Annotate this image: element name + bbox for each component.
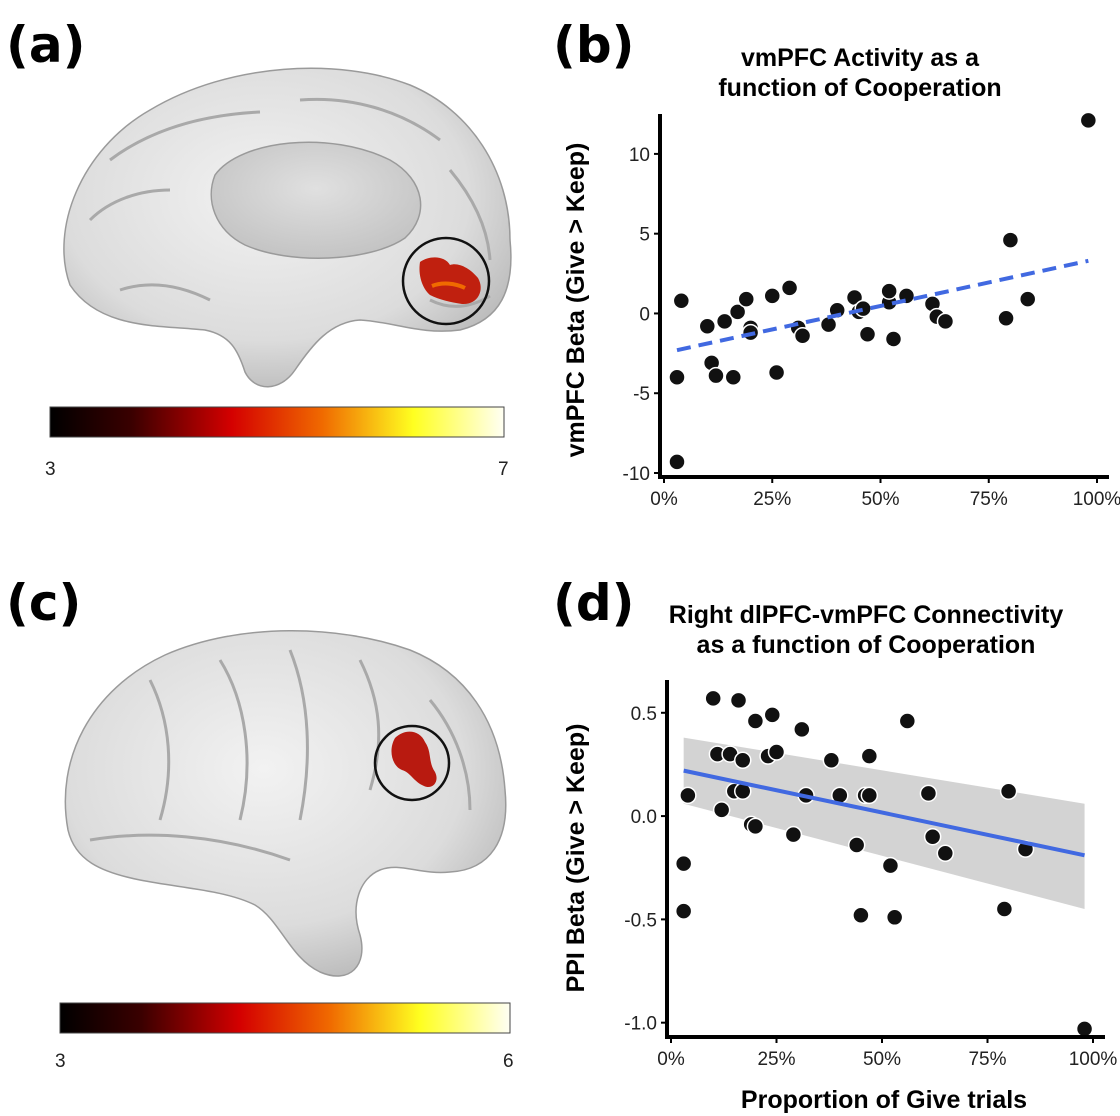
chart-d-xlabel: Proportion of Give trials: [741, 1086, 1027, 1114]
chart-b-point: [728, 303, 747, 321]
chart-b-y-tick-label: 0: [639, 304, 650, 325]
chart-d-point: [784, 825, 803, 844]
chart-d-point: [995, 900, 1014, 918]
chart-d-point: [793, 720, 811, 739]
chart-b-point: [668, 453, 686, 471]
colorbar-c-min: 3: [55, 1051, 66, 1072]
chart-d-trend-line: [683, 768, 1085, 858]
chart-b-x-tick-label: 0%: [650, 489, 678, 510]
chart-d-x-tick-label: 0%: [657, 1049, 685, 1070]
chart-b-point: [715, 312, 734, 331]
chart-d-point: [847, 836, 866, 854]
chart-d-point: [674, 854, 693, 873]
chart-d-confidence-band: [683, 737, 1085, 910]
chart-b-y-tick-label: 5: [639, 225, 650, 246]
chart-d-point: [860, 786, 879, 805]
chart-b-point: [763, 287, 781, 305]
chart-d: Right dlPFC-vmPFC Connectivity as a func…: [562, 601, 1117, 1114]
panel-label-d: (d): [553, 574, 635, 632]
chart-d-x-tick-label: 75%: [968, 1049, 1006, 1070]
chart-b-point: [997, 309, 1015, 327]
chart-b-point: [737, 290, 756, 308]
chart-b-trend-line: [676, 258, 1089, 353]
chart-b-point: [884, 330, 903, 348]
chart-d-point: [822, 751, 841, 770]
chart-b-point: [936, 312, 955, 331]
chart-b-point: [672, 291, 691, 310]
chart-b-point: [1079, 111, 1098, 130]
chart-b-point: [780, 279, 799, 297]
chart-d-plot-area: -1.0 -0.5 0.0 0.5 0% 25% 50% 75% 100%: [624, 680, 1117, 1070]
chart-d-point: [1075, 1020, 1094, 1038]
chart-d-point: [923, 827, 942, 846]
chart-d-title-line1: Right dlPFC-vmPFC Connectivity: [669, 601, 1064, 629]
chart-b-point: [793, 327, 812, 345]
chart-d-point: [852, 906, 870, 924]
chart-d-point: [704, 689, 722, 708]
chart-b-point: [668, 368, 686, 387]
chart-b-title-line1: vmPFC Activity as a: [741, 44, 980, 72]
medial-brain-image: [63, 67, 512, 388]
chart-b-y-tick-label: 10: [629, 145, 650, 166]
chart-d-point: [898, 712, 917, 730]
chart-b-point: [880, 282, 898, 300]
chart-d-y-tick-label: 0.0: [631, 807, 657, 828]
chart-d-y-tick-label: -1.0: [624, 1014, 657, 1035]
chart-d-point: [881, 856, 900, 875]
activation-cluster-lateral: [391, 731, 437, 788]
activation-cluster: [419, 257, 481, 305]
chart-b-point: [854, 299, 872, 318]
roi-circle: [401, 236, 491, 326]
chart-b-point: [724, 368, 743, 387]
chart-d-point: [885, 908, 904, 927]
colorbar-a: 3 7: [45, 406, 509, 480]
colorbar-c-max: 6: [503, 1051, 514, 1072]
chart-d-x-tick-label: 100%: [1069, 1049, 1118, 1070]
chart-d-y-tick-label: -0.5: [624, 910, 657, 931]
chart-b-point: [858, 325, 877, 343]
chart-d-x-tick-label: 50%: [863, 1049, 901, 1070]
colorbar-a-min: 3: [45, 459, 56, 480]
chart-d-title-line2: as a function of Cooperation: [697, 631, 1036, 659]
chart-b-x-tick-label: 100%: [1073, 489, 1120, 510]
chart-b-y-tick-label: -10: [623, 464, 650, 485]
chart-b-ylabel: vmPFC Beta (Give > Keep): [562, 143, 590, 458]
chart-d-point: [729, 691, 748, 710]
chart-d-point: [746, 817, 765, 836]
panel-label-b: (b): [553, 16, 635, 74]
chart-b-point: [707, 366, 725, 385]
chart-d-y-tick-label: 0.5: [631, 704, 657, 725]
chart-b-x-tick-label: 50%: [861, 489, 899, 510]
chart-b: vmPFC Activity as a function of Cooperat…: [562, 44, 1120, 510]
chart-d-point: [999, 782, 1018, 801]
chart-d-point: [767, 743, 786, 761]
chart-b-title-line2: function of Cooperation: [718, 74, 1001, 102]
chart-d-point: [712, 801, 731, 819]
chart-d-point: [763, 706, 782, 724]
chart-d-point: [919, 784, 938, 803]
chart-d-ylabel: PPI Beta (Give > Keep): [562, 724, 590, 993]
colorbar-c: 3 6: [55, 1002, 514, 1072]
chart-b-y-tick-label: -5: [633, 384, 650, 405]
chart-b-point: [1018, 290, 1037, 308]
chart-d-point: [860, 747, 879, 765]
colorbar-a-max: 7: [498, 459, 509, 480]
chart-d-point: [936, 844, 955, 863]
panel-label-c: (c): [6, 574, 81, 632]
chart-b-point: [767, 363, 786, 382]
roi-circle-lateral: [373, 724, 451, 802]
lateral-brain-image: [64, 630, 507, 977]
chart-d-point: [733, 751, 752, 770]
chart-b-x-tick-label: 25%: [753, 489, 791, 510]
chart-b-point: [1001, 231, 1020, 249]
chart-d-point: [746, 712, 765, 730]
chart-d-point: [679, 786, 697, 805]
panel-label-a: (a): [6, 16, 85, 74]
chart-b-point: [698, 317, 717, 335]
chart-d-point: [674, 902, 693, 920]
chart-d-x-tick-label: 25%: [757, 1049, 795, 1070]
chart-b-x-tick-label: 75%: [970, 489, 1008, 510]
